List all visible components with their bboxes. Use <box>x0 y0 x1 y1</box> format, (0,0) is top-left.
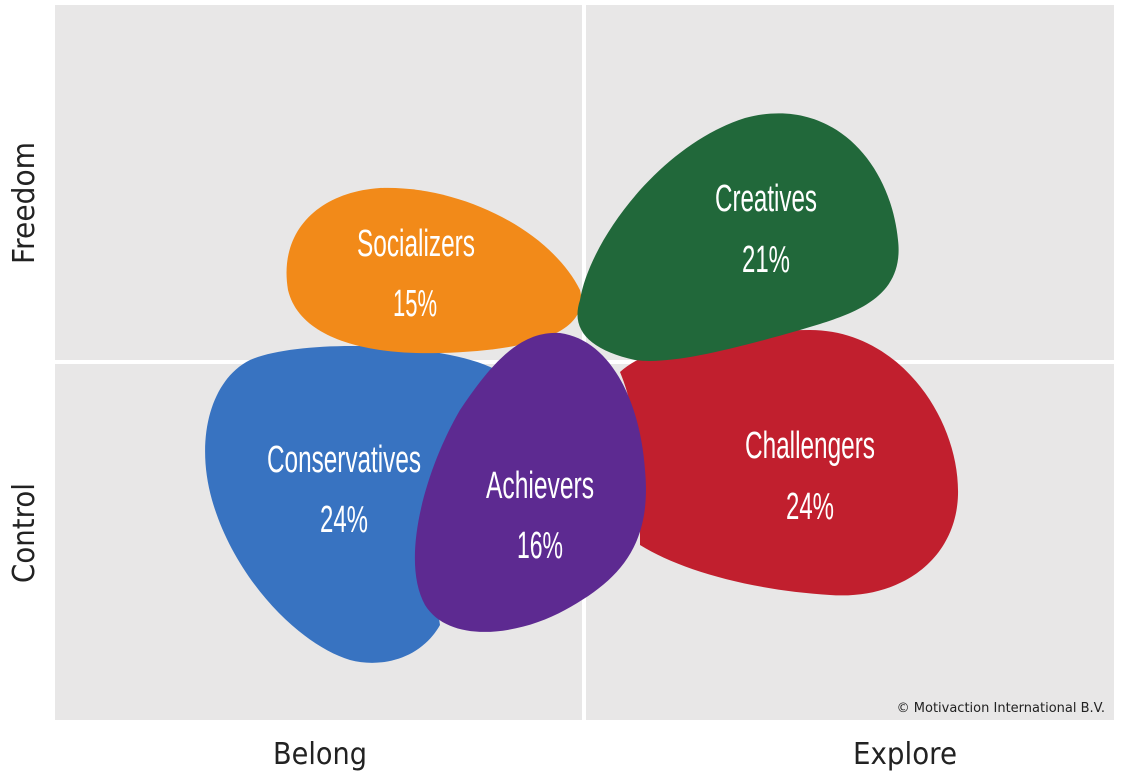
label-conservatives-pct: 24% <box>320 499 368 541</box>
axis-label-explore: Explore <box>853 737 957 772</box>
label-challengers-pct: 24% <box>786 486 834 528</box>
label-achievers-pct: 16% <box>517 525 563 567</box>
axis-label-freedom: Freedom <box>7 142 42 264</box>
axis-labels: Freedom Control Belong Explore <box>7 142 957 772</box>
blob-socializers <box>286 187 582 354</box>
axis-label-belong: Belong <box>273 737 367 772</box>
label-creatives-name: Creatives <box>715 178 817 220</box>
label-achievers-name: Achievers <box>486 465 594 507</box>
label-conservatives-name: Conservatives <box>267 439 421 481</box>
segment-labels: Socializers 15% Creatives 21% Conservati… <box>267 178 875 567</box>
axis-label-control: Control <box>7 483 42 583</box>
label-creatives-pct: 21% <box>742 239 790 281</box>
label-socializers-name: Socializers <box>357 223 475 265</box>
copyright-notice: © Motivaction International B.V. <box>897 701 1105 716</box>
blob-challengers <box>620 330 959 596</box>
segment-shapes <box>205 113 959 663</box>
label-challengers-name: Challengers <box>745 425 875 467</box>
blob-achievers <box>414 332 646 632</box>
blob-creatives <box>577 113 899 361</box>
label-socializers-pct: 15% <box>393 283 437 325</box>
